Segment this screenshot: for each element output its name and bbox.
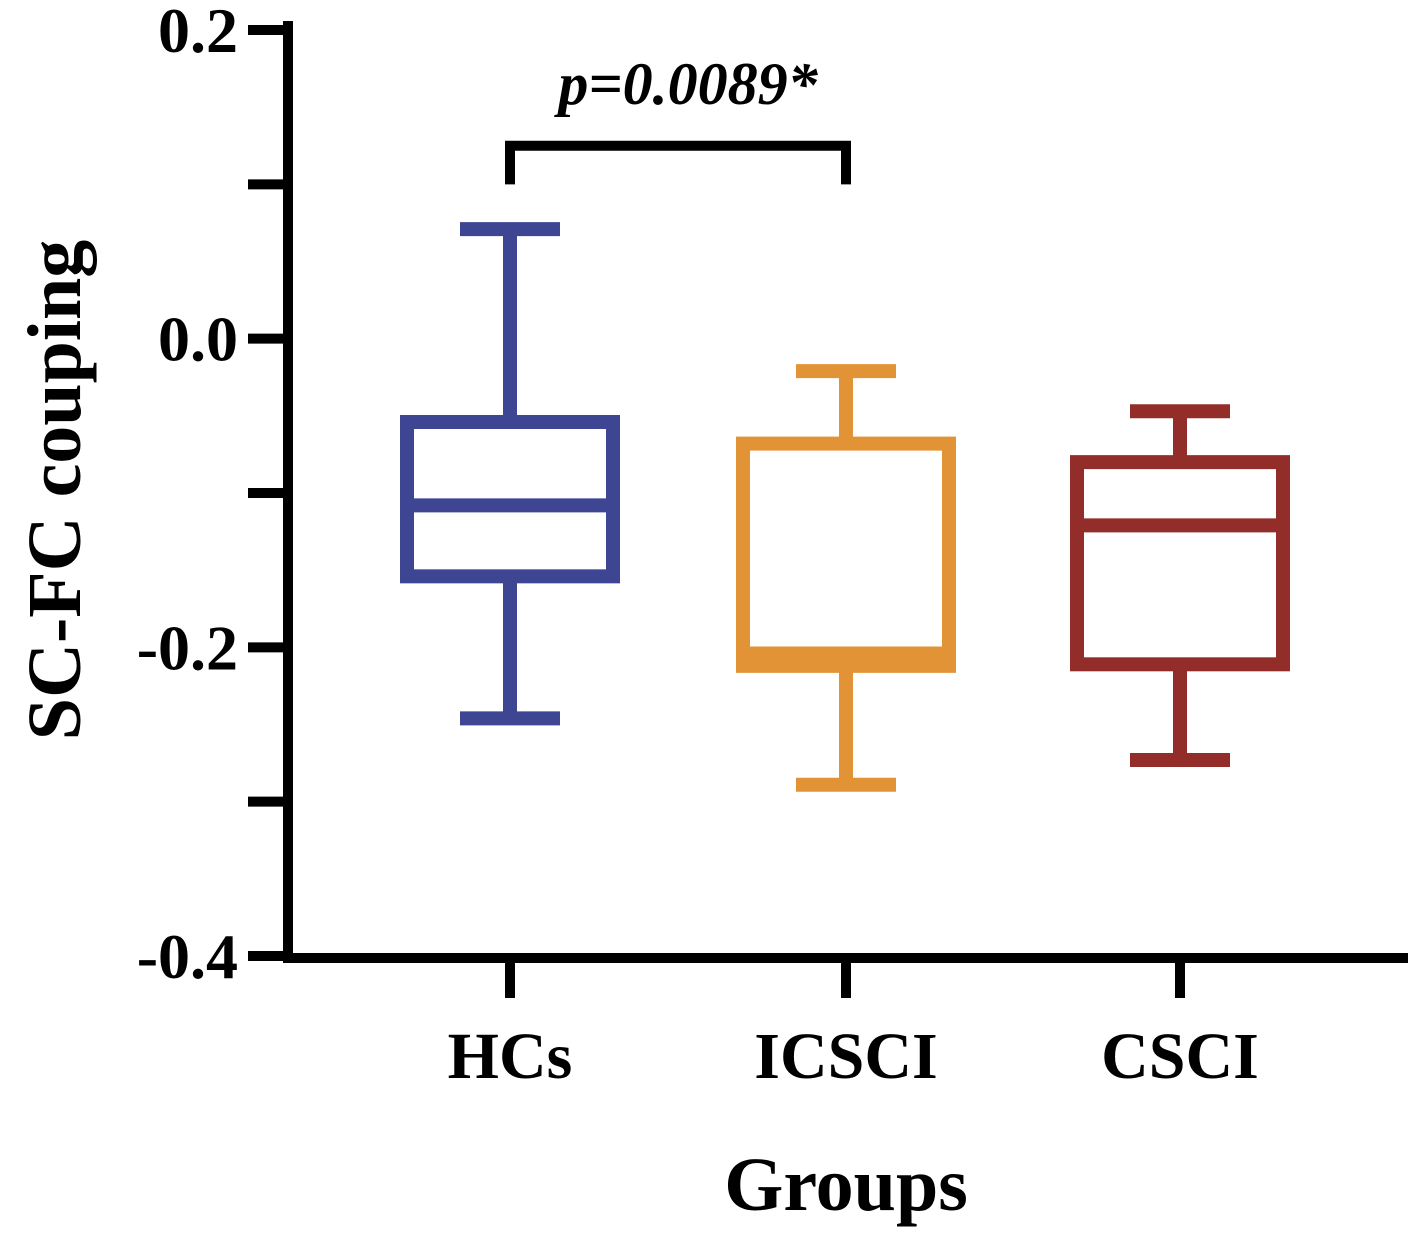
y-tick-label: 0.2 (158, 0, 238, 66)
x-axis-title: Groups (724, 1143, 968, 1227)
boxes (400, 222, 1290, 792)
iqr-box (1070, 455, 1290, 672)
y-tick-label: 0.0 (158, 304, 238, 375)
x-tick-label-csci: CSCI (1101, 1020, 1259, 1093)
x-ticks: HCs ICSCI CSCI (448, 958, 1259, 1093)
y-axis-title: SC-FC couping (13, 240, 97, 740)
box-icsci (736, 364, 956, 792)
box-hcs (400, 222, 620, 726)
x-tick-label-hcs: HCs (448, 1020, 573, 1093)
y-ticks: 0.2 0.0 -0.2 -0.4 (137, 0, 288, 992)
p-value-label: p=0.0089* (553, 51, 818, 117)
significance-annotation: p=0.0089* (505, 51, 851, 185)
box-csci (1070, 404, 1290, 767)
y-tick-label: -0.2 (137, 612, 238, 683)
y-tick-label: -0.4 (137, 921, 238, 992)
x-tick-label-icsci: ICSCI (754, 1020, 937, 1093)
iqr-box (736, 436, 956, 673)
significance-bracket (505, 140, 851, 185)
